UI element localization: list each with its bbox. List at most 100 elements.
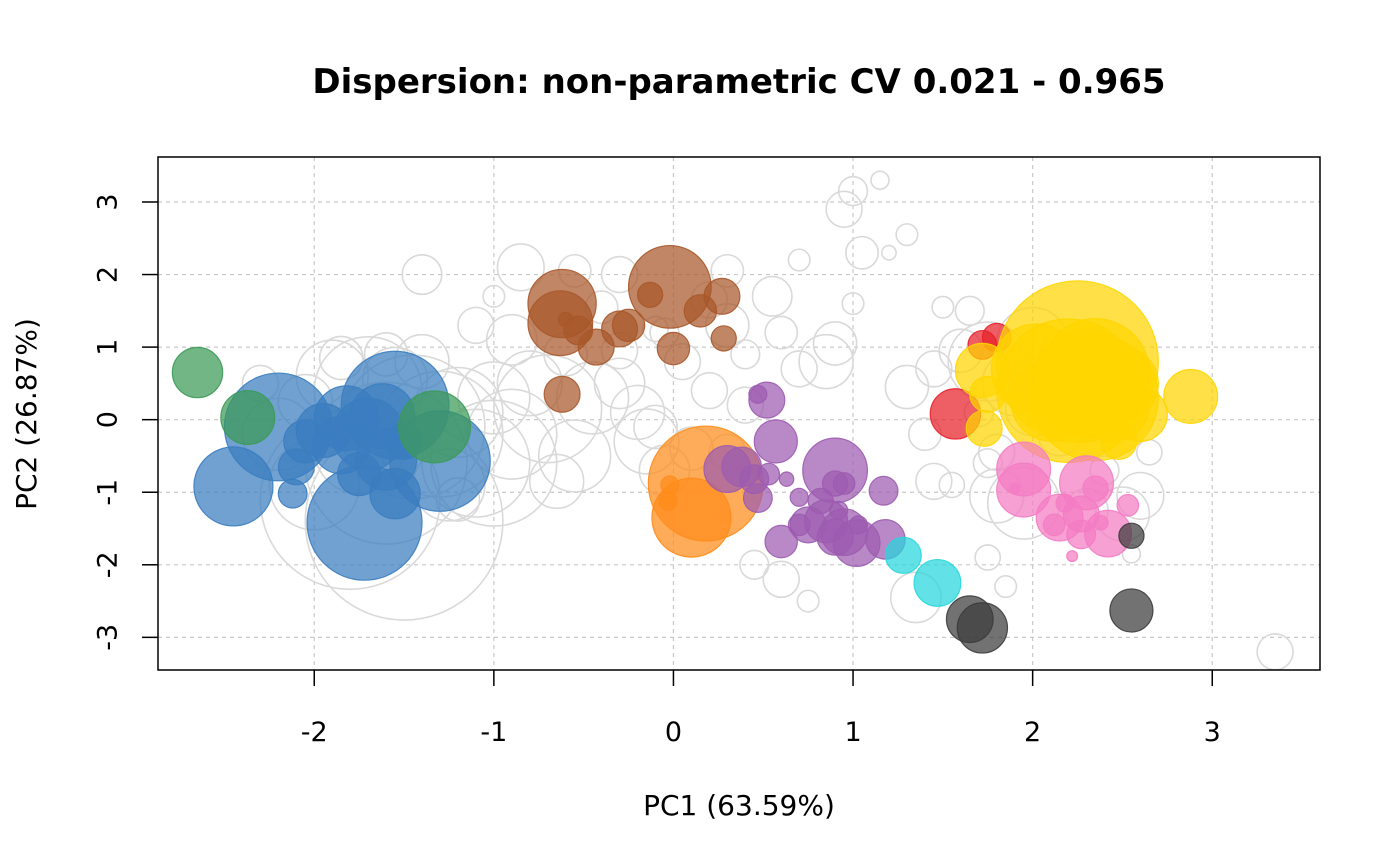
point-cyan [913,558,962,607]
point-orange [658,491,678,511]
point-background [845,235,879,270]
point-orange [660,475,680,495]
point-brown [683,294,718,328]
point-background [915,462,953,501]
y-tick-label: 2 [93,266,124,283]
point-purple [848,515,869,535]
point-blue [277,478,308,509]
y-tick-label: 1 [93,339,124,356]
point-background [787,248,811,272]
y-tick-label: 3 [93,193,124,210]
point-background [751,275,793,317]
point-background [825,190,863,229]
point-brown [543,375,581,413]
y-axis-label: PC2 (26.87%) [10,318,43,510]
point-brown [636,281,664,309]
point-dark [945,595,994,644]
x-axis: -2 -1 0 1 2 3 [301,670,1221,748]
point-background [974,544,1002,571]
point-yellow [965,409,1003,447]
point-background [730,339,761,370]
point-brown [557,311,574,328]
point-background [884,364,930,410]
point-background [318,335,364,381]
x-tick-label: 1 [844,717,861,748]
point-purple [757,462,781,486]
point-blue [311,415,371,475]
point-background [762,560,800,599]
point-dark [1109,588,1154,633]
point-background [493,354,603,464]
point-purple [778,471,795,487]
y-tick-label: 0 [93,411,124,428]
point-brown [710,325,737,352]
point-brown [656,331,691,366]
point-background [482,284,506,308]
x-tick-label: 2 [1024,717,1041,748]
point-background [633,404,678,450]
point-pink [1066,519,1097,550]
point-background [837,175,869,207]
y-axis: -3 -2 -1 0 1 2 3 [93,193,158,651]
point-pink [1008,482,1021,495]
point-purple [764,524,798,559]
point-purple [748,384,768,404]
point-pink [996,462,1052,518]
point-background [895,223,919,247]
series-cyan [884,536,962,607]
point-yellow [1163,368,1219,424]
point-pink [1093,514,1109,531]
x-tick-label: -2 [301,717,328,748]
point-background [496,243,545,292]
point-background [796,589,820,613]
y-tick-label: -1 [93,479,124,506]
point-purple [789,487,809,507]
point-purple [816,518,854,556]
point-background [537,419,612,493]
point-background [1136,438,1163,466]
series-orange [647,425,764,558]
point-background [880,244,897,261]
series-brown [527,244,741,413]
point-purple [829,500,849,520]
point-background [739,549,770,580]
series-green [171,346,472,464]
point-pink [1055,493,1075,513]
point-background [870,170,890,190]
point-purple [753,419,798,464]
series-yellow [954,280,1219,464]
point-background [798,333,854,390]
point-pink [1116,493,1140,517]
series-dark [945,522,1154,654]
point-background [841,291,865,316]
series-purple [703,381,906,567]
point-brown [611,308,646,343]
y-tick-label: -2 [93,551,124,578]
point-dark [1118,522,1145,549]
point-background [457,361,531,435]
x-axis-label: PC1 (63.59%) [643,789,835,822]
point-background [938,471,966,499]
point-background [954,295,985,326]
x-tick-label: 0 [665,717,682,748]
point-background [609,384,666,441]
point-background [401,253,443,296]
series-blue [193,350,491,581]
y-tick-label: -3 [93,624,124,651]
point-cyan [884,536,922,574]
point-purple [832,472,856,495]
point-background [764,315,799,350]
point-pink [1042,513,1066,537]
point-background [1116,471,1165,521]
x-tick-label: -1 [480,717,507,748]
point-blue [193,446,274,527]
point-background [457,306,495,345]
point-background [780,350,818,388]
point-purple [868,475,899,506]
series-pink [996,441,1140,563]
point-purple [807,487,834,515]
point-background [812,321,858,366]
plot-frame [157,156,1321,671]
point-green [220,389,276,446]
